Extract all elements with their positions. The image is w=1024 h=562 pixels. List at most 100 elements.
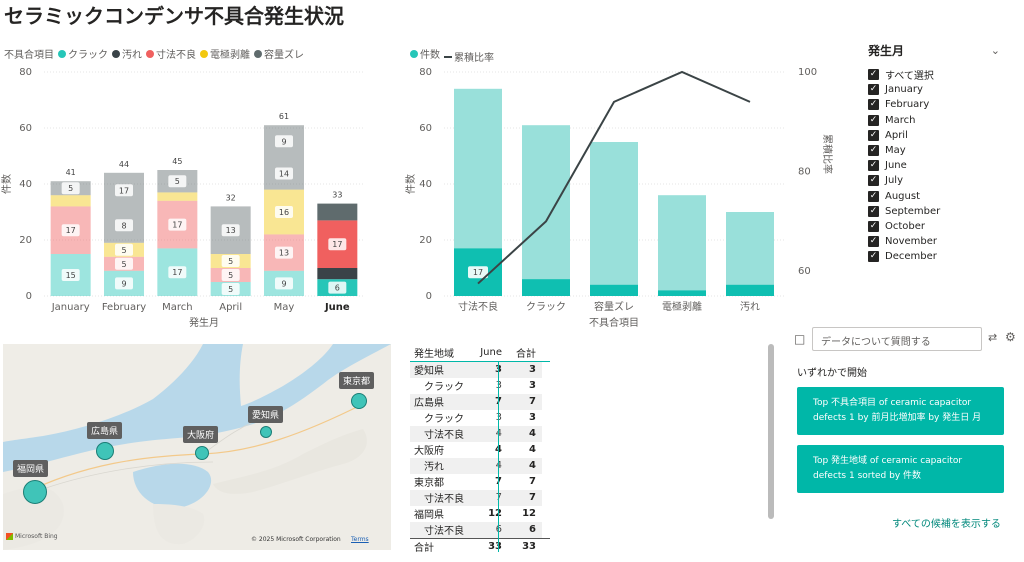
- y-tick-label: 40: [419, 179, 432, 190]
- slicer-item[interactable]: ✓ August: [868, 189, 1008, 204]
- region-map[interactable]: 東京都 愛知県 大阪府 広島県 福岡県 Microsoft Bing © 202…: [3, 344, 391, 550]
- y-tick-label: 40: [19, 179, 32, 190]
- slicer-item[interactable]: ✓ July: [868, 173, 1008, 188]
- bubble-aichi[interactable]: [260, 426, 272, 438]
- slicer-item[interactable]: ✓ December: [868, 249, 1008, 264]
- data-label: 5: [228, 257, 233, 266]
- slicer-item[interactable]: ✓ すべて選択: [868, 67, 1008, 82]
- table-group-row[interactable]: 広島県 7 7: [410, 394, 542, 410]
- chevron-down-icon[interactable]: ⌄: [990, 44, 1000, 57]
- slicer-item-label: January: [885, 84, 923, 96]
- table-row[interactable]: 汚れ 4 4: [410, 458, 542, 474]
- legend-item[interactable]: 累積比率: [444, 49, 494, 64]
- checkbox-icon[interactable]: ✓: [868, 145, 879, 157]
- legend-dot-icon: [200, 49, 208, 58]
- bar-segment[interactable]: [50, 195, 91, 207]
- slicer-item[interactable]: ✓ November: [868, 234, 1008, 249]
- legend-line-icon: [444, 55, 452, 58]
- bar-segment[interactable]: [317, 203, 358, 221]
- table-header-region[interactable]: 発生地域: [414, 349, 454, 360]
- checkbox-icon[interactable]: ✓: [868, 236, 879, 248]
- legend-item[interactable]: 寸法不良: [146, 46, 196, 61]
- legend-dot-icon: [58, 49, 66, 58]
- qa-search-input[interactable]: データについて質問する: [812, 327, 982, 351]
- bubble-tokyo[interactable]: [351, 393, 367, 409]
- bing-logo: Microsoft Bing: [6, 533, 58, 540]
- bar-segment[interactable]: [264, 125, 304, 190]
- legend-label: 電極剥離: [210, 50, 250, 61]
- slicer-item[interactable]: ✓ January: [868, 82, 1008, 97]
- legend-item[interactable]: クラック: [58, 46, 108, 61]
- table-group-row[interactable]: 福岡県 12 12: [410, 506, 542, 522]
- legend-item[interactable]: 電極剥離: [200, 46, 250, 61]
- pareto-bar[interactable]: [726, 212, 774, 296]
- vertical-scrollbar[interactable]: [768, 344, 774, 519]
- legend-item[interactable]: 容量ズレ: [254, 46, 304, 61]
- pareto-bar[interactable]: [522, 125, 570, 296]
- cumulative-ratio-line[interactable]: [477, 70, 751, 285]
- table-header-june[interactable]: June: [480, 347, 502, 358]
- table-group-row[interactable]: 大阪府 4 4: [410, 442, 542, 458]
- footer-total: 33: [522, 541, 536, 552]
- qa-suggestion-2[interactable]: Top 発生地域 of ceramic capacitor defects 1 …: [797, 445, 1004, 493]
- data-label-bg: [168, 266, 187, 279]
- data-label: 17: [473, 268, 483, 277]
- pareto-bar-highlight[interactable]: [726, 284, 774, 296]
- table-row[interactable]: クラック 3 3: [410, 410, 542, 426]
- table-header-total[interactable]: 合計: [516, 349, 536, 360]
- map-copyright: © 2025 Microsoft Corporation: [251, 536, 341, 543]
- total-label: 32: [226, 193, 236, 202]
- pareto-bar-highlight[interactable]: [590, 284, 638, 296]
- total-label: 61: [279, 112, 289, 121]
- pareto-bar-highlight[interactable]: [658, 290, 706, 296]
- checkbox-icon[interactable]: ✓: [868, 251, 879, 263]
- bar-segment[interactable]: [317, 268, 358, 280]
- pareto-bar-highlight[interactable]: [522, 279, 570, 296]
- stacked-chart-legend: 不具合項目 クラック 汚れ 寸法不良 電極剥離 容量ズレ: [4, 46, 308, 61]
- slicer-item[interactable]: ✓ June: [868, 158, 1008, 173]
- checkbox-icon[interactable]: ✓: [868, 99, 879, 111]
- checkbox-icon[interactable]: ✓: [868, 160, 879, 172]
- slicer-item[interactable]: ✓ September: [868, 204, 1008, 219]
- checkbox-icon[interactable]: ✓: [868, 114, 879, 126]
- bar-segment[interactable]: [157, 192, 198, 201]
- footer-june: 33: [488, 541, 502, 552]
- pareto-bar[interactable]: [590, 142, 638, 296]
- qa-suggestion-1[interactable]: Top 不具合項目 of ceramic capacitor defects 1…: [797, 387, 1004, 435]
- legend-item[interactable]: 汚れ: [112, 46, 142, 61]
- slicer-item[interactable]: ✓ April: [868, 128, 1008, 143]
- table-group-row[interactable]: 東京都 7 7: [410, 474, 542, 490]
- checkbox-icon[interactable]: ✓: [868, 205, 879, 217]
- bubble-osaka[interactable]: [195, 446, 209, 460]
- checkbox-icon[interactable]: ✓: [868, 190, 879, 202]
- slicer-item[interactable]: ✓ February: [868, 97, 1008, 112]
- stacked-bar-chart: 0 20 40 60 80 件数 15 17 5 41 January 9 5 5 8 17 44 Februar…: [0, 67, 364, 329]
- map-terms-link[interactable]: Terms: [351, 536, 369, 543]
- table-group-row[interactable]: 愛知県 3 3: [410, 362, 542, 378]
- slicer-item[interactable]: ✓ May: [868, 143, 1008, 158]
- table-row[interactable]: 寸法不良 4 4: [410, 426, 542, 442]
- checkbox-icon[interactable]: ✓: [868, 175, 879, 187]
- qa-pin-icon[interactable]: ⇄: [988, 331, 998, 344]
- table-row[interactable]: クラック 3 3: [410, 378, 542, 394]
- table-cell-total: 7: [529, 476, 536, 488]
- table-row[interactable]: 寸法不良 7 7: [410, 490, 542, 506]
- bubble-fukuoka[interactable]: [23, 480, 47, 504]
- data-label: 15: [66, 271, 76, 280]
- checkbox-icon[interactable]: ✓: [868, 84, 879, 96]
- qa-show-all-link[interactable]: すべての候補を表示する: [892, 519, 1001, 530]
- legend-heading: 不具合項目: [4, 50, 54, 61]
- slicer-item[interactable]: ✓ October: [868, 219, 1008, 234]
- checkbox-icon[interactable]: ✓: [868, 220, 879, 232]
- y-tick-label: 60: [19, 123, 32, 134]
- gear-icon[interactable]: ⚙: [1005, 330, 1016, 344]
- slicer-item[interactable]: ✓ March: [868, 113, 1008, 128]
- table-cell-name: 大阪府: [414, 446, 444, 458]
- bubble-hiroshima[interactable]: [96, 442, 114, 460]
- bar-segment[interactable]: [104, 172, 144, 243]
- pareto-bar[interactable]: [658, 195, 706, 296]
- table-row[interactable]: 寸法不良 6 6: [410, 522, 542, 538]
- checkbox-icon[interactable]: ✓: [868, 129, 879, 141]
- legend-item[interactable]: 件数: [410, 46, 440, 61]
- checkbox-icon[interactable]: ✓: [868, 69, 879, 81]
